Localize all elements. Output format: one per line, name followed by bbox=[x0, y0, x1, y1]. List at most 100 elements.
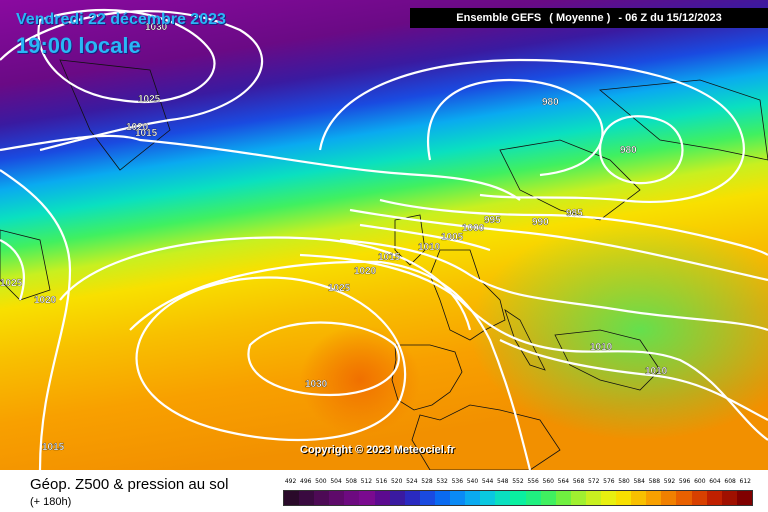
copyright-notice: Copyright © 2023 Meteociel.fr bbox=[300, 444, 455, 456]
isobar-1025-north bbox=[0, 10, 263, 152]
z500-hotspot bbox=[300, 325, 420, 435]
scale-swatch bbox=[434, 491, 451, 505]
scale-swatch bbox=[450, 491, 466, 505]
scale-swatch bbox=[661, 491, 677, 505]
scale-tick-label: 512 bbox=[360, 478, 373, 485]
isobar-label: 1030 bbox=[305, 379, 328, 390]
map-canvas: 1030 1025 1020 1015 980 980 985 990 995 … bbox=[0, 0, 768, 471]
scale-tick-label: 496 bbox=[300, 478, 312, 485]
isobar-label: 1000 bbox=[462, 223, 485, 234]
isobar-990 bbox=[379, 198, 768, 256]
isobar-1030-core bbox=[247, 321, 400, 397]
scale-swatch bbox=[329, 491, 345, 505]
scale-tick-label: 556 bbox=[527, 478, 539, 485]
scale-swatch bbox=[374, 491, 390, 505]
isobar-label: 1015 bbox=[135, 128, 158, 139]
scale-swatch bbox=[721, 491, 737, 505]
scale-tick-label: 500 bbox=[315, 478, 327, 485]
scale-tick-label: 516 bbox=[375, 478, 388, 485]
scale-tick-label: 508 bbox=[345, 478, 357, 485]
scale-swatch bbox=[359, 491, 375, 505]
isobar-label: 1010 bbox=[418, 242, 441, 253]
scale-tick-label: 536 bbox=[451, 478, 464, 485]
scale-swatch bbox=[646, 491, 662, 505]
legend-footer: Géop. Z500 & pression au sol (+ 180h) 49… bbox=[0, 470, 768, 512]
isobar-1030-south bbox=[135, 276, 407, 442]
isobar-1015-north bbox=[0, 134, 521, 201]
isobar-label: 980 bbox=[620, 145, 637, 156]
scale-tick-label: 592 bbox=[663, 478, 676, 485]
scale-swatch bbox=[555, 491, 571, 505]
isobar-1025-west bbox=[0, 239, 25, 301]
scale-tick-label: 572 bbox=[587, 478, 600, 485]
scale-swatch bbox=[706, 491, 722, 505]
isobar-label: 1020 bbox=[34, 295, 57, 306]
scale-swatch bbox=[284, 491, 300, 505]
isobar-label: 995 bbox=[484, 215, 501, 226]
isobar-label: 990 bbox=[532, 217, 549, 228]
isobar-label: 1025 bbox=[138, 94, 161, 105]
scale-swatch bbox=[510, 491, 526, 505]
scale-tick-label: 580 bbox=[618, 478, 630, 485]
scale-tick-label: 540 bbox=[466, 478, 479, 485]
scale-swatch bbox=[314, 491, 330, 505]
forecast-range: (+ 180h) bbox=[30, 496, 72, 508]
scale-swatch bbox=[404, 491, 420, 505]
isobars bbox=[0, 8, 768, 471]
isobar-label: 1025 bbox=[328, 283, 351, 294]
isobar-label: 1010 bbox=[590, 342, 613, 353]
isobar-985 bbox=[318, 58, 745, 204]
scale-tick-label: 524 bbox=[406, 478, 418, 485]
scale-swatch bbox=[676, 491, 692, 505]
scale-swatch bbox=[525, 491, 541, 505]
scale-tick-label: 608 bbox=[724, 478, 736, 485]
isobar-1010-east bbox=[499, 339, 768, 421]
isobar-label: 1005 bbox=[441, 232, 464, 243]
weather-map: 1030 1025 1020 1015 980 980 985 990 995 … bbox=[0, 0, 768, 471]
color-scale-labels: 492 496 500 504 508 512 516 520 524 528 532 536 540 5… bbox=[283, 478, 753, 490]
isobar-label: 980 bbox=[542, 97, 559, 108]
color-scale-swatches bbox=[283, 490, 753, 506]
scale-swatch bbox=[585, 491, 601, 505]
isobar-labels: 1030 1025 1020 1015 980 980 985 990 995 … bbox=[0, 22, 668, 453]
coastlines bbox=[0, 59, 768, 471]
scale-tick-label: 532 bbox=[436, 478, 448, 485]
model-member: ( Moyenne ) bbox=[549, 12, 611, 24]
scale-tick-label: 520 bbox=[390, 478, 403, 485]
scale-swatch bbox=[736, 491, 752, 505]
isobar-980-east bbox=[598, 115, 684, 185]
scale-tick-label: 564 bbox=[557, 478, 570, 485]
scale-tick-label: 588 bbox=[648, 478, 661, 485]
forecast-date: Vendredi 22 décembre 2023 bbox=[16, 11, 226, 28]
isobar-1000 bbox=[359, 223, 491, 252]
scale-swatch bbox=[419, 491, 435, 505]
scale-swatch bbox=[344, 491, 360, 505]
isobar-1005 bbox=[339, 238, 768, 332]
scale-swatch bbox=[480, 491, 496, 505]
isobar-995 bbox=[349, 208, 768, 282]
scale-tick-label: 560 bbox=[542, 478, 554, 485]
scale-swatch bbox=[540, 491, 556, 505]
scale-swatch bbox=[691, 491, 707, 505]
isobar-1020 bbox=[59, 236, 472, 331]
scale-tick-label: 596 bbox=[678, 478, 691, 485]
scale-tick-label: 576 bbox=[603, 478, 615, 485]
forecast-time: 19:00 locale bbox=[16, 33, 141, 58]
isobar-label: 985 bbox=[566, 208, 583, 219]
scale-tick-label: 584 bbox=[633, 478, 645, 485]
color-scale: 492 496 500 504 508 512 516 520 524 528 532 536 540 5… bbox=[283, 478, 753, 508]
isobar-label: 1015 bbox=[42, 442, 65, 453]
scale-tick-label: 600 bbox=[694, 478, 706, 485]
isobar-label: 1020 bbox=[126, 122, 149, 133]
scale-swatch bbox=[631, 491, 647, 505]
isobar-1015-mid bbox=[129, 260, 532, 471]
model-info-banner: Ensemble GEFS ( Moyenne ) - 06 Z du 15/1… bbox=[410, 8, 768, 28]
isobar-label: 1015 bbox=[378, 252, 401, 263]
isobar-label: 1010 bbox=[645, 366, 668, 377]
scale-swatch bbox=[600, 491, 617, 505]
scale-swatch bbox=[570, 491, 586, 505]
scale-tick-label: 568 bbox=[572, 478, 585, 485]
scale-swatch bbox=[495, 491, 511, 505]
scale-swatch bbox=[465, 491, 481, 505]
scale-tick-label: 492 bbox=[284, 478, 297, 485]
